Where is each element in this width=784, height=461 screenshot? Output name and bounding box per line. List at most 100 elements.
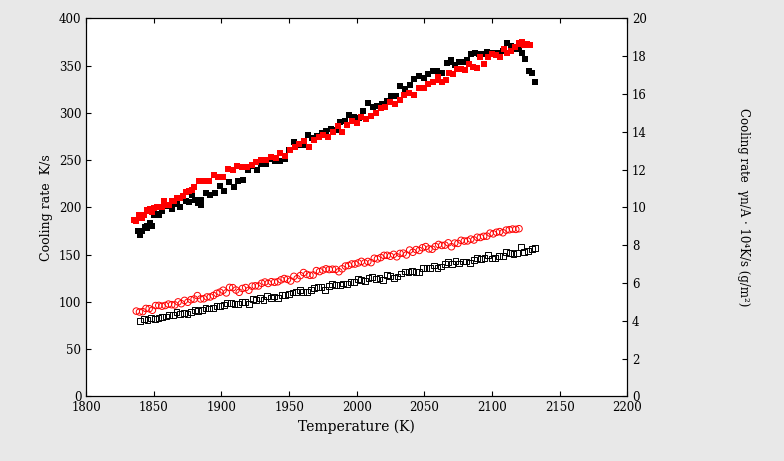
Point [152,315,165,322]
Point [500,248,513,256]
Point [204,191,216,199]
Point [329,266,342,273]
Point [165,205,178,213]
Point [369,110,382,117]
Point [185,296,198,303]
Point [515,39,528,46]
Point [227,183,240,191]
Point [431,73,444,81]
Point [293,287,306,294]
Point [172,298,184,306]
Point [387,274,400,281]
Point [384,253,397,260]
Point [432,241,445,248]
Point [355,258,368,265]
Point [163,202,176,210]
Point [268,278,281,286]
Point [471,254,484,262]
Point [408,91,420,99]
Point [183,198,195,206]
Point [241,163,253,171]
Point [156,302,169,310]
Point [445,260,458,268]
Point [369,275,382,283]
Point [196,306,209,313]
Point [408,75,420,83]
Point [336,128,349,136]
Point [419,243,432,250]
Point [376,100,388,107]
Point [274,276,287,284]
Point [490,229,503,236]
Point [413,268,426,276]
Point [236,285,249,292]
Point [269,157,281,165]
Point [246,162,259,170]
Point [317,266,329,274]
Point [346,117,358,124]
Point [514,244,527,251]
Point [133,308,146,316]
Point [139,224,151,231]
Point [500,226,513,234]
Point [525,245,538,253]
Point [458,237,470,245]
Point [343,111,356,118]
Point [153,302,165,309]
Point [387,251,400,258]
Point [426,67,439,74]
Point [289,143,301,150]
Point [186,191,198,198]
Point [283,146,296,154]
Point [412,84,425,92]
Point [155,203,168,211]
Point [466,63,479,71]
Point [521,40,533,47]
Point [311,283,324,290]
Point [416,264,429,272]
Point [426,78,439,85]
Point [217,287,230,294]
Point [513,39,525,47]
Point [272,294,285,301]
Point [339,117,351,124]
Point [426,246,438,253]
Point [227,284,239,291]
Point [485,255,498,262]
Point [348,278,361,285]
Point [146,208,158,216]
Point [198,177,210,184]
Point [489,51,502,58]
Point [355,113,368,121]
Point [271,278,284,285]
Point [180,197,192,205]
Point [442,258,455,266]
Point [394,96,406,103]
Point [141,316,154,324]
Point [138,316,151,323]
Point [447,70,459,77]
Point [521,248,534,255]
Point [303,144,315,151]
Point [341,121,354,128]
Point [303,272,316,279]
Point [474,53,487,60]
Point [203,305,216,312]
Point [441,59,453,67]
Point [400,251,412,259]
Point [163,201,176,209]
Point [332,268,345,275]
Point [416,244,429,251]
Point [348,113,361,120]
Point [489,254,502,262]
Point [355,276,368,284]
Point [291,275,303,283]
Point [337,280,350,287]
Point [202,177,215,185]
Y-axis label: Cooling rate  γn/A · 10⁴K/s (g/m²): Cooling rate γn/A · 10⁴K/s (g/m²) [737,108,750,307]
Point [496,253,509,260]
Point [497,46,510,53]
Point [310,132,323,139]
Point [290,289,303,296]
Point [237,176,249,183]
